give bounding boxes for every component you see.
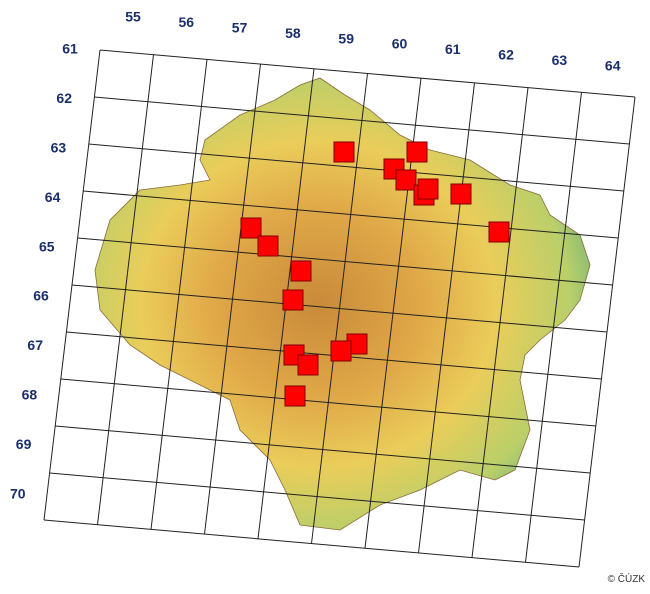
row-label: 68 (22, 387, 38, 403)
marker (395, 169, 417, 191)
row-label: 70 (10, 485, 26, 501)
marker (240, 217, 262, 239)
copyright: © ČÚZK (608, 572, 646, 585)
grid-line (55, 425, 591, 474)
column-label: 55 (125, 9, 141, 25)
column-label: 57 (232, 20, 248, 36)
column-label: 63 (552, 52, 568, 68)
column-label: 58 (285, 25, 301, 41)
grid-line (60, 378, 596, 427)
row-label: 63 (51, 140, 67, 156)
row-label: 61 (62, 41, 78, 57)
grid-line (94, 96, 630, 145)
occurrence-markers (240, 141, 510, 407)
row-label: 69 (16, 436, 32, 452)
grid-line (43, 519, 580, 568)
grid-line (49, 472, 585, 521)
row-label: 64 (45, 189, 61, 205)
row-label: 67 (27, 337, 43, 353)
marker (330, 340, 352, 362)
row-label: 66 (33, 288, 49, 304)
marker (488, 221, 510, 243)
grid-line (71, 284, 608, 333)
row-label: 65 (39, 238, 55, 254)
row-label: 62 (56, 90, 72, 106)
column-label: 61 (445, 41, 461, 57)
marker (406, 141, 428, 163)
marker (284, 385, 306, 407)
grid-line (88, 143, 624, 192)
grid-line (77, 237, 613, 286)
grid-line (99, 49, 636, 98)
marker (417, 178, 439, 200)
marker (297, 354, 319, 376)
marker (282, 289, 304, 311)
marker (333, 141, 355, 163)
marker (450, 183, 472, 205)
column-label: 59 (338, 30, 354, 46)
marker (290, 260, 312, 282)
grid-line (83, 190, 619, 239)
grid (43, 49, 636, 568)
column-label: 56 (179, 14, 195, 30)
column-label: 60 (392, 36, 408, 52)
column-label: 64 (605, 57, 621, 73)
marker (257, 235, 279, 257)
column-label: 62 (498, 47, 514, 63)
